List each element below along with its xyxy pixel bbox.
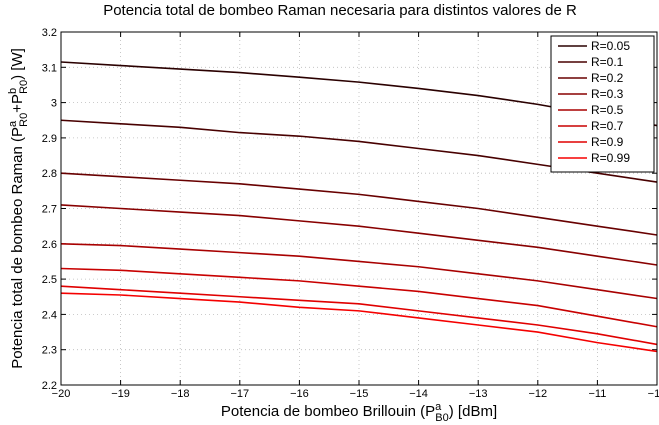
x-tick-label: −12 <box>528 388 547 400</box>
y-tick-label: 2.5 <box>42 274 57 286</box>
y-tick-label: 2.6 <box>42 239 57 251</box>
y-axis-label-part: R0 <box>18 113 30 127</box>
legend-label: R=0.7 <box>591 119 624 133</box>
legend-label: R=0.3 <box>591 87 624 101</box>
y-tick-label: 3 <box>51 98 57 110</box>
y-tick-label: 3.1 <box>42 62 57 74</box>
y-tick-label: 2.7 <box>42 204 57 216</box>
y-tick-label: 2.8 <box>42 168 57 180</box>
y-axis-label-part: b <box>7 88 19 94</box>
x-axis-label-part: a <box>435 401 442 413</box>
series-line <box>60 292 658 353</box>
x-tick-label: −19 <box>111 388 130 400</box>
series-line <box>60 243 658 300</box>
x-tick-label: −17 <box>230 388 249 400</box>
y-axis-label-part: ) [W] <box>9 48 26 80</box>
series-line <box>60 285 658 346</box>
chart-title: Potencia total de bombeo Raman necesaria… <box>103 2 577 19</box>
x-axis-label: Potencia de bombeo Brillouin (Pa B0) [dBm… <box>221 401 497 424</box>
y-axis-label-part: a <box>7 120 19 127</box>
y-tick-label: 2.3 <box>42 345 57 357</box>
y-tick-label: 2.9 <box>42 133 57 145</box>
x-tick-label: −15 <box>350 388 369 400</box>
x-axis-label-part: Potencia de bombeo Brillouin (P <box>221 403 435 420</box>
x-tick-label: −13 <box>469 388 488 400</box>
y-axis-label-part: R0 <box>18 80 30 94</box>
y-axis-label-part: +P <box>9 94 26 113</box>
legend-label: R=0.5 <box>591 103 624 117</box>
x-tick-label: −14 <box>409 388 428 400</box>
x-tick-label: −20 <box>52 388 71 400</box>
series-line <box>60 204 658 266</box>
x-axis-label-part: ) [dBm] <box>449 403 497 420</box>
y-axis-label-part: Potencia total de bombeo Raman (P <box>9 127 26 369</box>
y-tick-label: 2.2 <box>42 380 57 392</box>
axes-box <box>60 31 658 386</box>
legend-label: R=0.1 <box>591 55 624 69</box>
legend-label: R=0.9 <box>591 135 624 149</box>
x-tick-label: −11 <box>588 388 606 400</box>
x-tick-label: −10 <box>648 388 659 400</box>
legend-label: R=0.05 <box>591 39 630 53</box>
y-axis-label: Potencia total de bombeo Raman (PaR0+PbR… <box>7 48 30 369</box>
y-tick-label: 3.2 <box>42 27 57 39</box>
x-axis-label-part: B0 <box>435 412 448 424</box>
y-tick-label: 2.4 <box>42 309 57 321</box>
series-line <box>60 267 658 328</box>
legend-label: R=0.99 <box>591 151 630 165</box>
x-tick-label: −18 <box>171 388 190 400</box>
legend-label: R=0.2 <box>591 71 624 85</box>
x-tick-label: −16 <box>290 388 309 400</box>
legend-box <box>550 35 655 173</box>
series-line <box>60 172 658 236</box>
